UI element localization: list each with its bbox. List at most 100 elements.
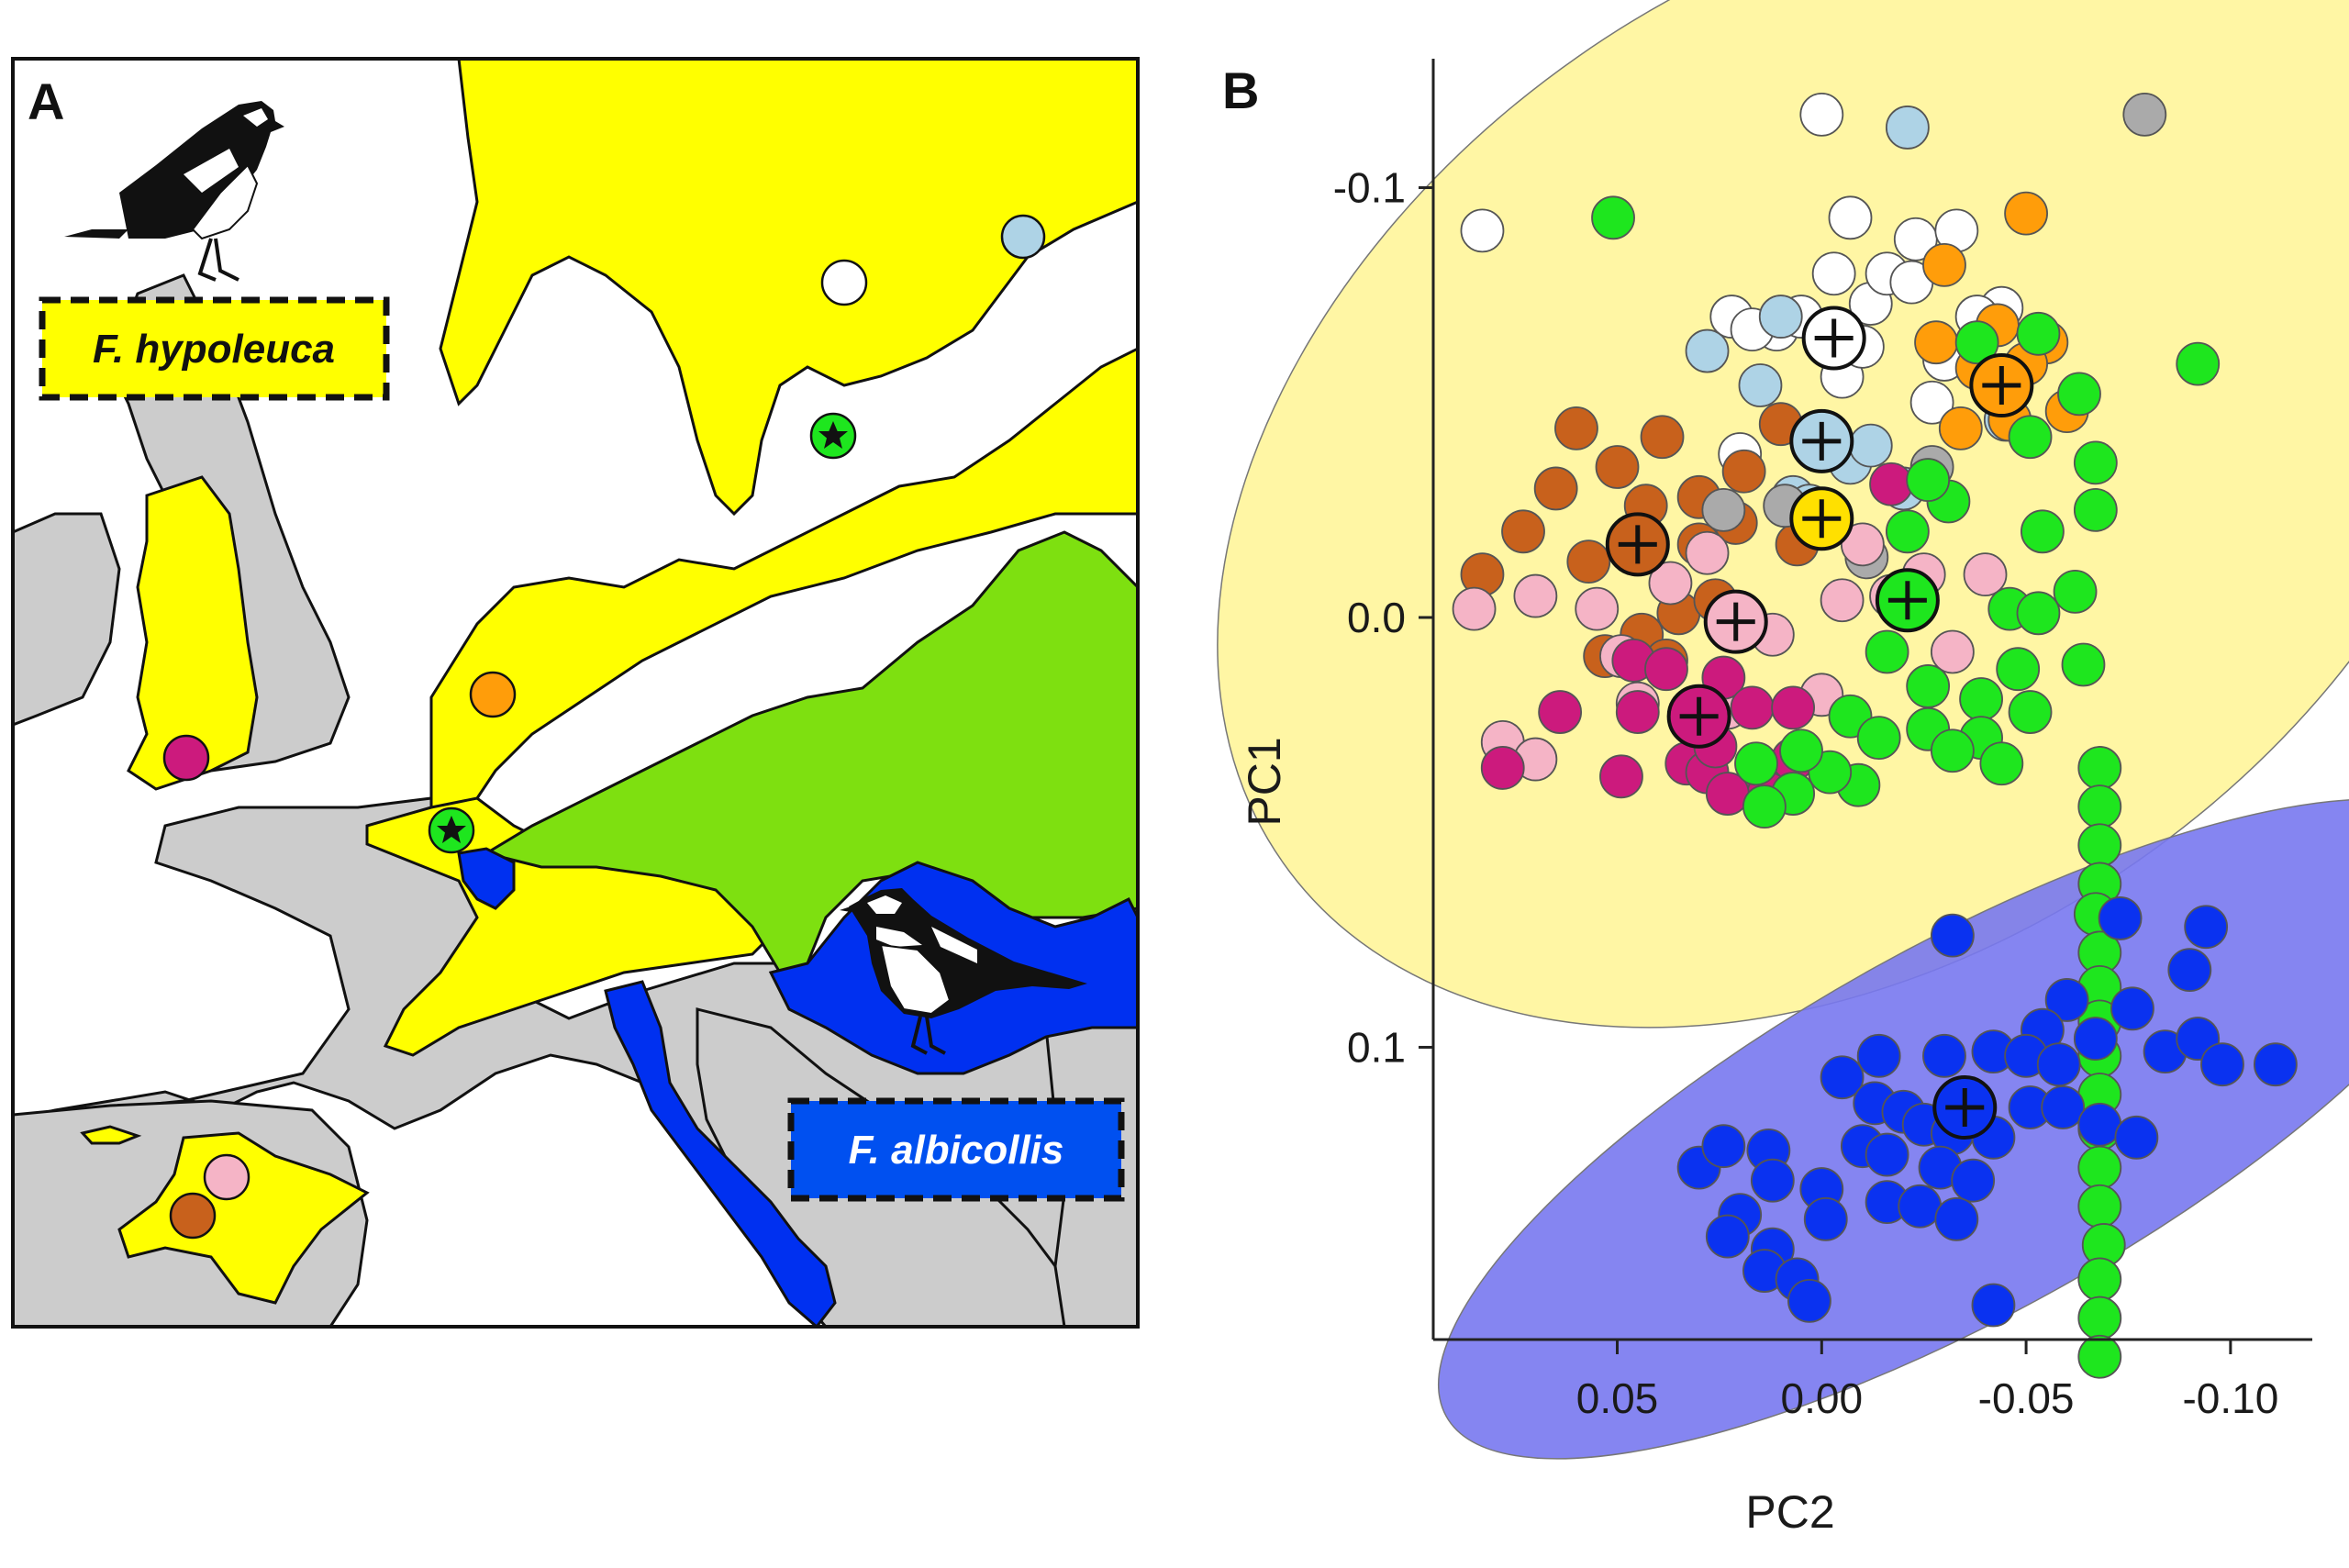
data-point bbox=[1640, 415, 1685, 460]
data-point bbox=[2077, 1184, 2122, 1229]
range-yellow-iberia bbox=[117, 1131, 370, 1305]
y-tick-label: -0.1 bbox=[1333, 164, 1406, 212]
data-point bbox=[1996, 647, 2041, 692]
data-point bbox=[2077, 784, 2122, 829]
data-point bbox=[1811, 251, 1856, 296]
data-point bbox=[1820, 1055, 1865, 1100]
data-point bbox=[1828, 195, 1873, 240]
data-point bbox=[1869, 462, 1913, 506]
data-point bbox=[1480, 746, 1525, 790]
data-point bbox=[1648, 561, 1693, 606]
data-point bbox=[1971, 1283, 2016, 1328]
data-point bbox=[2077, 1145, 2122, 1190]
data-point bbox=[1644, 647, 1688, 692]
data-point bbox=[2077, 1102, 2122, 1147]
data-point bbox=[1930, 629, 1975, 674]
data-point bbox=[1885, 509, 1930, 554]
x-tick-label: -0.05 bbox=[1978, 1374, 2075, 1422]
data-point bbox=[1799, 92, 1844, 137]
data-point bbox=[2114, 1115, 2159, 1160]
data-point bbox=[1685, 328, 1730, 373]
range-green bbox=[483, 530, 1138, 974]
data-point bbox=[1566, 539, 1611, 584]
data-point bbox=[2122, 92, 2167, 137]
species-label-box-albicollis bbox=[787, 1097, 1125, 1202]
data-point bbox=[1595, 445, 1640, 489]
data-point bbox=[1599, 754, 1643, 799]
data-point bbox=[1934, 1196, 1979, 1241]
chart-axes: 0.05 0.00 -0.05 -0.10 -0.1 0.0 0.1 PC2 PC1 bbox=[1239, 59, 2312, 1538]
map-frame bbox=[11, 57, 1140, 1329]
data-point bbox=[1840, 522, 1885, 567]
centroid-marker bbox=[1789, 486, 1854, 551]
data-point bbox=[1922, 1033, 1966, 1078]
data-point bbox=[1460, 208, 1505, 253]
data-point bbox=[1771, 685, 1816, 730]
sample-marker-lightblue bbox=[1000, 214, 1046, 260]
data-point bbox=[1685, 530, 1730, 575]
sample-marker-orange bbox=[469, 671, 517, 718]
centroid-marker bbox=[1969, 353, 2034, 418]
data-point bbox=[1758, 295, 1803, 339]
sample-marker-rust bbox=[169, 1192, 217, 1240]
star-marker-icon bbox=[428, 806, 475, 854]
data-point bbox=[1906, 664, 1951, 708]
data-point bbox=[1848, 423, 1893, 468]
data-point bbox=[1779, 728, 1823, 773]
star-marker-icon bbox=[809, 412, 857, 460]
data-point bbox=[1538, 690, 1583, 734]
data-point bbox=[2016, 311, 2061, 356]
data-point bbox=[2053, 569, 2098, 614]
data-point bbox=[1734, 741, 1778, 786]
data-point bbox=[2176, 341, 2221, 386]
data-point bbox=[2077, 1296, 2122, 1340]
range-yellow-scandinavia bbox=[439, 59, 1138, 517]
data-point bbox=[2008, 415, 2053, 460]
data-point bbox=[2253, 1042, 2298, 1087]
data-point bbox=[2073, 487, 2118, 532]
data-point bbox=[2008, 690, 2053, 734]
range-yellow-iberia-small bbox=[80, 1125, 142, 1145]
data-point bbox=[2073, 440, 2118, 485]
data-point bbox=[2061, 642, 2106, 687]
data-point bbox=[1501, 509, 1545, 554]
data-point bbox=[2098, 896, 2143, 940]
data-point bbox=[2077, 1257, 2122, 1302]
data-point bbox=[1701, 1124, 1746, 1169]
data-point bbox=[2036, 1042, 2081, 1087]
data-point bbox=[2167, 948, 2212, 993]
data-point bbox=[1914, 320, 1958, 365]
data-point bbox=[1922, 242, 1966, 287]
data-point bbox=[1591, 195, 1635, 240]
data-point bbox=[1533, 466, 1578, 511]
data-point bbox=[1787, 1278, 1831, 1323]
data-point bbox=[1701, 487, 1746, 532]
data-point bbox=[2077, 746, 2122, 790]
data-point bbox=[2016, 591, 2061, 636]
data-point bbox=[2004, 191, 2048, 236]
panel-a-map: F. hypoleuca F. albicollis A bbox=[11, 57, 1140, 1329]
data-point bbox=[2110, 986, 2154, 1031]
centroid-marker bbox=[1605, 512, 1670, 577]
y-tick-label: 0.0 bbox=[1347, 594, 1406, 641]
data-point bbox=[1856, 716, 1901, 761]
data-point bbox=[1730, 685, 1775, 730]
x-tick-label: 0.05 bbox=[1576, 1374, 1659, 1422]
data-points bbox=[1452, 92, 2298, 1379]
data-point bbox=[1938, 406, 1983, 450]
data-point bbox=[1963, 552, 2008, 597]
data-point bbox=[1909, 380, 1954, 425]
data-point bbox=[1885, 106, 1930, 150]
panel-a-letter: A bbox=[28, 72, 64, 130]
data-point bbox=[1865, 1132, 1909, 1177]
centroid-marker bbox=[1703, 589, 1768, 654]
data-point bbox=[2184, 905, 2229, 950]
panel-b-letter: B bbox=[1222, 61, 1259, 119]
centroid-marker bbox=[1875, 568, 1940, 633]
data-point bbox=[1959, 677, 2003, 721]
sample-marker-white bbox=[820, 259, 868, 306]
data-point bbox=[2073, 1017, 2118, 1061]
data-point bbox=[1930, 728, 1975, 773]
data-point bbox=[1554, 406, 1598, 450]
data-point bbox=[2077, 823, 2122, 868]
